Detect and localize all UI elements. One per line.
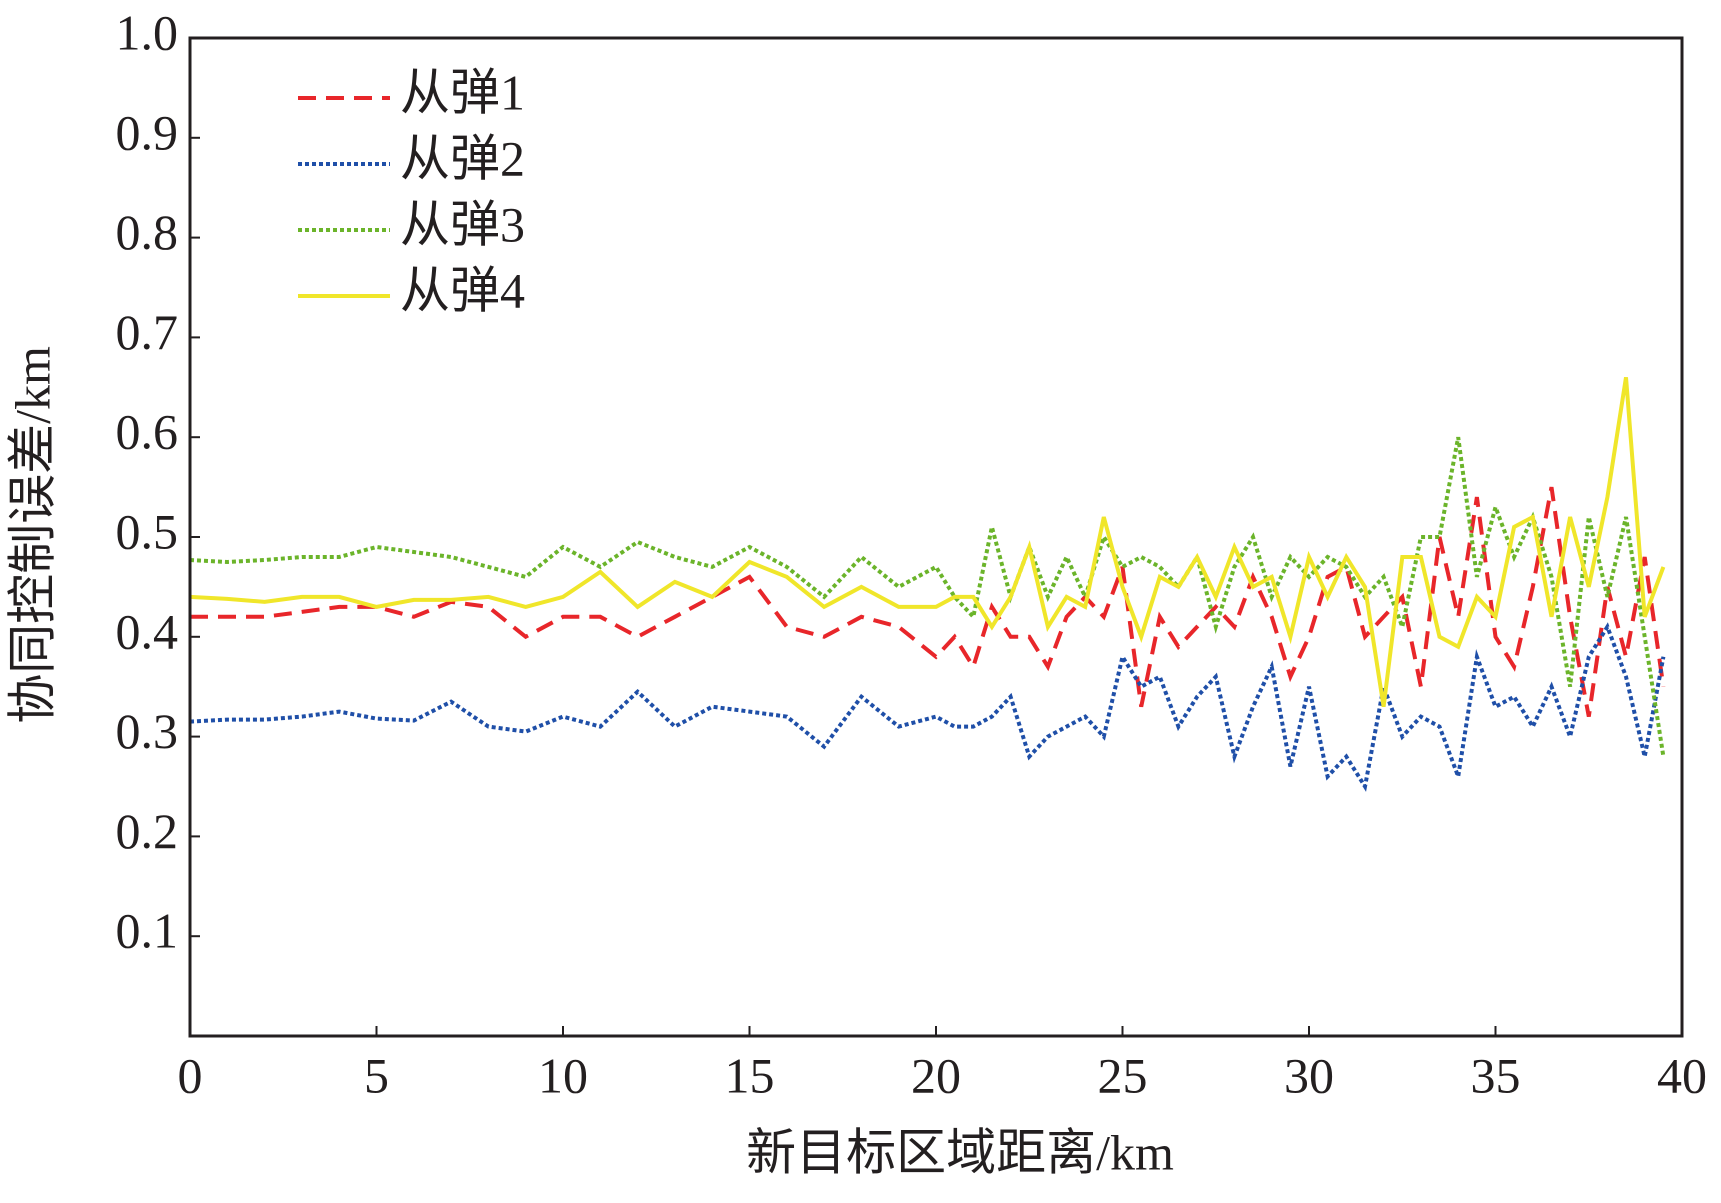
series-line xyxy=(189,622,1666,792)
y-tick-label: 1.0 xyxy=(116,4,179,60)
y-tick-label: 0.2 xyxy=(116,803,179,859)
x-tick-label: 10 xyxy=(538,1047,588,1103)
y-axis-label: 协同控制误差/km xyxy=(4,346,60,724)
series-line xyxy=(189,376,1666,708)
y-tick-label: 0.3 xyxy=(116,703,179,759)
x-tick-label: 25 xyxy=(1098,1047,1148,1103)
legend-label: 从弹2 xyxy=(400,130,525,186)
x-tick-label: 15 xyxy=(725,1047,775,1103)
x-tick-label: 0 xyxy=(178,1047,203,1103)
y-tick-label: 0.1 xyxy=(116,903,179,959)
series-line xyxy=(189,436,1666,757)
legend-label: 从弹1 xyxy=(400,64,525,120)
y-tick-label: 0.4 xyxy=(116,603,179,659)
y-tick-label: 0.5 xyxy=(116,503,179,559)
x-tick-label: 30 xyxy=(1284,1047,1334,1103)
y-tick-label: 0.7 xyxy=(116,304,179,360)
x-tick-label: 35 xyxy=(1471,1047,1521,1103)
x-tick-label: 5 xyxy=(364,1047,389,1103)
y-tick-label: 0.8 xyxy=(116,204,179,260)
x-axis-label: 新目标区域距离/km xyxy=(746,1124,1174,1180)
y-tick-label: 0.6 xyxy=(116,404,179,460)
plot-frame xyxy=(188,36,1684,1038)
legend-label: 从弹4 xyxy=(400,262,525,318)
x-tick-label: 20 xyxy=(911,1047,961,1103)
y-tick-label: 0.9 xyxy=(116,104,179,160)
series-line xyxy=(190,486,1666,717)
x-tick-label: 40 xyxy=(1657,1047,1707,1103)
legend-label: 从弹3 xyxy=(400,196,525,252)
